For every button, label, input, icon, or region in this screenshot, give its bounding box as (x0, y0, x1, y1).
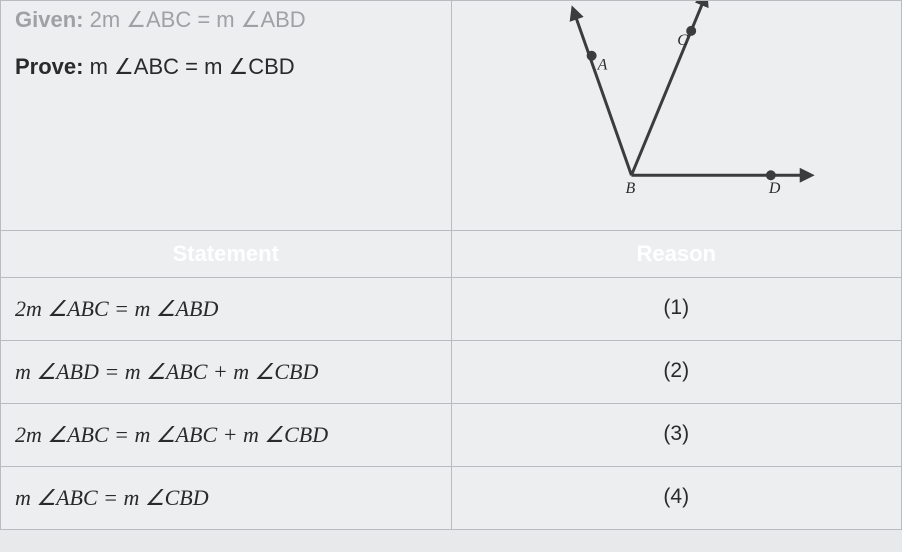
table-row: 2m ∠ABC = m ∠ABD (1) (1, 278, 902, 341)
reason-cell: (1) (451, 278, 902, 341)
table-row: m ∠ABC = m ∠CBD (4) (1, 467, 902, 530)
given-prove-cell: Given: 2m ∠ABC = m ∠ABD Prove: m ∠ABC = … (1, 1, 452, 231)
statement-cell: 2m ∠ABC = m ∠ABC + m ∠CBD (1, 404, 452, 467)
table-row: m ∠ABD = m ∠ABC + m ∠CBD (2) (1, 341, 902, 404)
col-header-reason: Reason (451, 231, 902, 278)
diagram-cell: A C B D (451, 1, 902, 231)
proof-page: Given: 2m ∠ABC = m ∠ABD Prove: m ∠ABC = … (0, 0, 902, 552)
svg-text:B: B (625, 180, 635, 197)
given-label: Given: (15, 7, 83, 32)
svg-text:D: D (767, 180, 780, 197)
given-line: Given: 2m ∠ABC = m ∠ABD (15, 3, 437, 36)
reason-cell: (3) (451, 404, 902, 467)
svg-text:C: C (677, 32, 688, 49)
angle-diagram: A C B D (452, 1, 902, 230)
statement-cell: m ∠ABD = m ∠ABC + m ∠CBD (1, 341, 452, 404)
diagram-svg: A C B D (452, 1, 902, 230)
top-row: Given: 2m ∠ABC = m ∠ABD Prove: m ∠ABC = … (1, 1, 902, 231)
reason-cell: (4) (451, 467, 902, 530)
prove-expr: m ∠ABC = m ∠CBD (90, 54, 295, 79)
statement-cell: 2m ∠ABC = m ∠ABD (1, 278, 452, 341)
prove-line: Prove: m ∠ABC = m ∠CBD (15, 50, 437, 83)
given-expr: 2m ∠ABC = m ∠ABD (90, 7, 306, 32)
reason-cell: (2) (451, 341, 902, 404)
header-row: Statement Reason (1, 231, 902, 278)
statement-cell: m ∠ABC = m ∠CBD (1, 467, 452, 530)
col-header-statement: Statement (1, 231, 452, 278)
svg-text:A: A (596, 57, 607, 74)
table-row: 2m ∠ABC = m ∠ABC + m ∠CBD (3) (1, 404, 902, 467)
prove-label: Prove: (15, 54, 83, 79)
proof-table: Given: 2m ∠ABC = m ∠ABD Prove: m ∠ABC = … (0, 0, 902, 530)
